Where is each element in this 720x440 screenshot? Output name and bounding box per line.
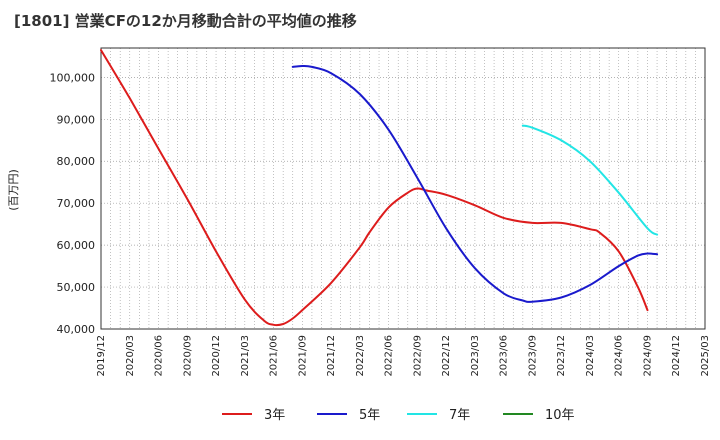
x-tick-label: 2023/06 <box>499 335 510 377</box>
x-tick-label: 2024/12 <box>671 335 682 377</box>
x-tick-label: 2020/06 <box>154 335 165 377</box>
x-tick-label: 2024/09 <box>642 335 653 377</box>
y-tick-labels: 40,000 50,000 60,000 70,000 80,000 90,000 100,… <box>50 71 96 336</box>
y-tick-label: 100,000 <box>50 71 96 84</box>
x-tick-label: 2022/06 <box>384 335 395 377</box>
legend: 3年 5年 7年 10年 <box>222 408 575 423</box>
series-line-1 <box>100 49 649 327</box>
y-tick-label: 50,000 <box>57 281 96 294</box>
legend-label-3: 7年 <box>449 408 470 423</box>
x-tick-label: 2023/12 <box>556 335 567 377</box>
x-tick-label: 2019/12 <box>96 335 107 377</box>
x-tick-label: 2022/09 <box>412 335 423 377</box>
series-layer <box>100 49 659 327</box>
x-tick-label: 2020/03 <box>125 335 136 377</box>
legend-label-4: 10年 <box>545 408 575 423</box>
y-tick-label: 70,000 <box>57 197 96 210</box>
y-tick-label: 60,000 <box>57 239 96 252</box>
x-tick-label: 2021/06 <box>269 335 280 377</box>
y-tick-label: 80,000 <box>57 155 96 168</box>
x-tick-label: 2023/09 <box>527 335 538 377</box>
plot-frame <box>100 47 706 330</box>
chart-title: [1801] 営業CFの12か月移動合計の平均値の推移 <box>14 12 357 30</box>
x-tick-label: 2023/03 <box>470 335 481 377</box>
x-tick-label: 2021/09 <box>297 335 308 377</box>
legend-label-2: 5年 <box>359 408 380 423</box>
y-tick-label: 90,000 <box>57 113 96 126</box>
x-tick-label: 2020/09 <box>182 335 193 377</box>
x-tick-label: 2025/03 <box>700 335 711 377</box>
x-tick-label: 2024/06 <box>614 335 625 377</box>
x-tick-labels: 2019/12 2020/03 2020/06 2020/09 2020/12 2021/… <box>96 335 711 377</box>
x-tick-label: 2021/03 <box>240 335 251 377</box>
x-tick-label: 2022/12 <box>441 335 452 377</box>
series-line-2 <box>291 64 659 303</box>
series-line-3 <box>521 124 659 236</box>
x-tick-label: 2022/03 <box>355 335 366 377</box>
y-axis-label: (百万円) <box>7 169 20 211</box>
x-tick-label: 2024/03 <box>585 335 596 377</box>
x-tick-label: 2021/12 <box>326 335 337 377</box>
x-tick-label: 2020/12 <box>211 335 222 377</box>
y-tick-label: 40,000 <box>57 323 96 336</box>
grid-layer <box>101 48 705 330</box>
legend-label-1: 3年 <box>264 408 285 423</box>
